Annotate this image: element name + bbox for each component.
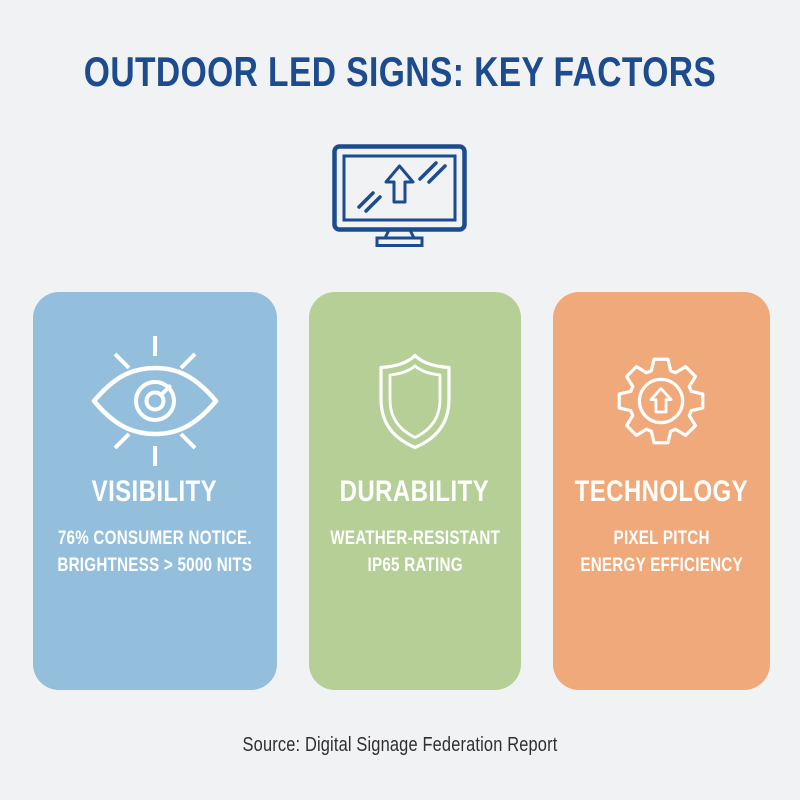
eye-visibility-icon-svg bbox=[91, 336, 219, 466]
card-line: WEATHER-RESISTANT bbox=[329, 528, 500, 549]
card-line: 76% CONSUMER NOTICE. bbox=[57, 528, 252, 549]
card-visibility: VISIBILITY 76% CONSUMER NOTICE. BRIGHTNE… bbox=[33, 292, 277, 690]
gear-upgrade-icon bbox=[615, 334, 707, 468]
source-attribution: Source: Digital Signage Federation Repor… bbox=[242, 734, 558, 756]
card-title-technology: TECHNOLOGY bbox=[574, 475, 748, 508]
page-title: OUTDOOR LED SIGNS: KEY FACTORS bbox=[83, 48, 717, 95]
card-title-durability: DURABILITY bbox=[340, 475, 490, 508]
gear-upgrade-icon-svg bbox=[617, 357, 705, 445]
led-monitor-icon bbox=[332, 144, 467, 248]
card-line: ENERGY EFFICIENCY bbox=[580, 555, 743, 576]
key-factor-cards: VISIBILITY 76% CONSUMER NOTICE. BRIGHTNE… bbox=[33, 292, 770, 690]
card-line: BRIGHTNESS > 5000 NITS bbox=[57, 555, 253, 576]
card-lines-durability: WEATHER-RESISTANT IP65 RATING bbox=[330, 525, 500, 579]
card-line: PIXEL PITCH bbox=[613, 528, 710, 549]
led-monitor-icon-svg bbox=[332, 144, 467, 247]
card-technology: TECHNOLOGY PIXEL PITCH ENERGY EFFICIENCY bbox=[552, 292, 770, 690]
eye-visibility-icon bbox=[87, 334, 223, 468]
card-lines-visibility: 76% CONSUMER NOTICE. BRIGHTNESS > 5000 N… bbox=[57, 525, 252, 579]
card-line: IP65 RATING bbox=[367, 555, 463, 576]
shield-icon bbox=[376, 334, 454, 468]
card-lines-technology: PIXEL PITCH ENERGY EFFICIENCY bbox=[580, 525, 743, 579]
card-durability: DURABILITY WEATHER-RESISTANT IP65 RATING bbox=[308, 292, 521, 690]
shield-icon-svg bbox=[379, 353, 451, 449]
card-title-visibility: VISIBILITY bbox=[92, 475, 218, 508]
